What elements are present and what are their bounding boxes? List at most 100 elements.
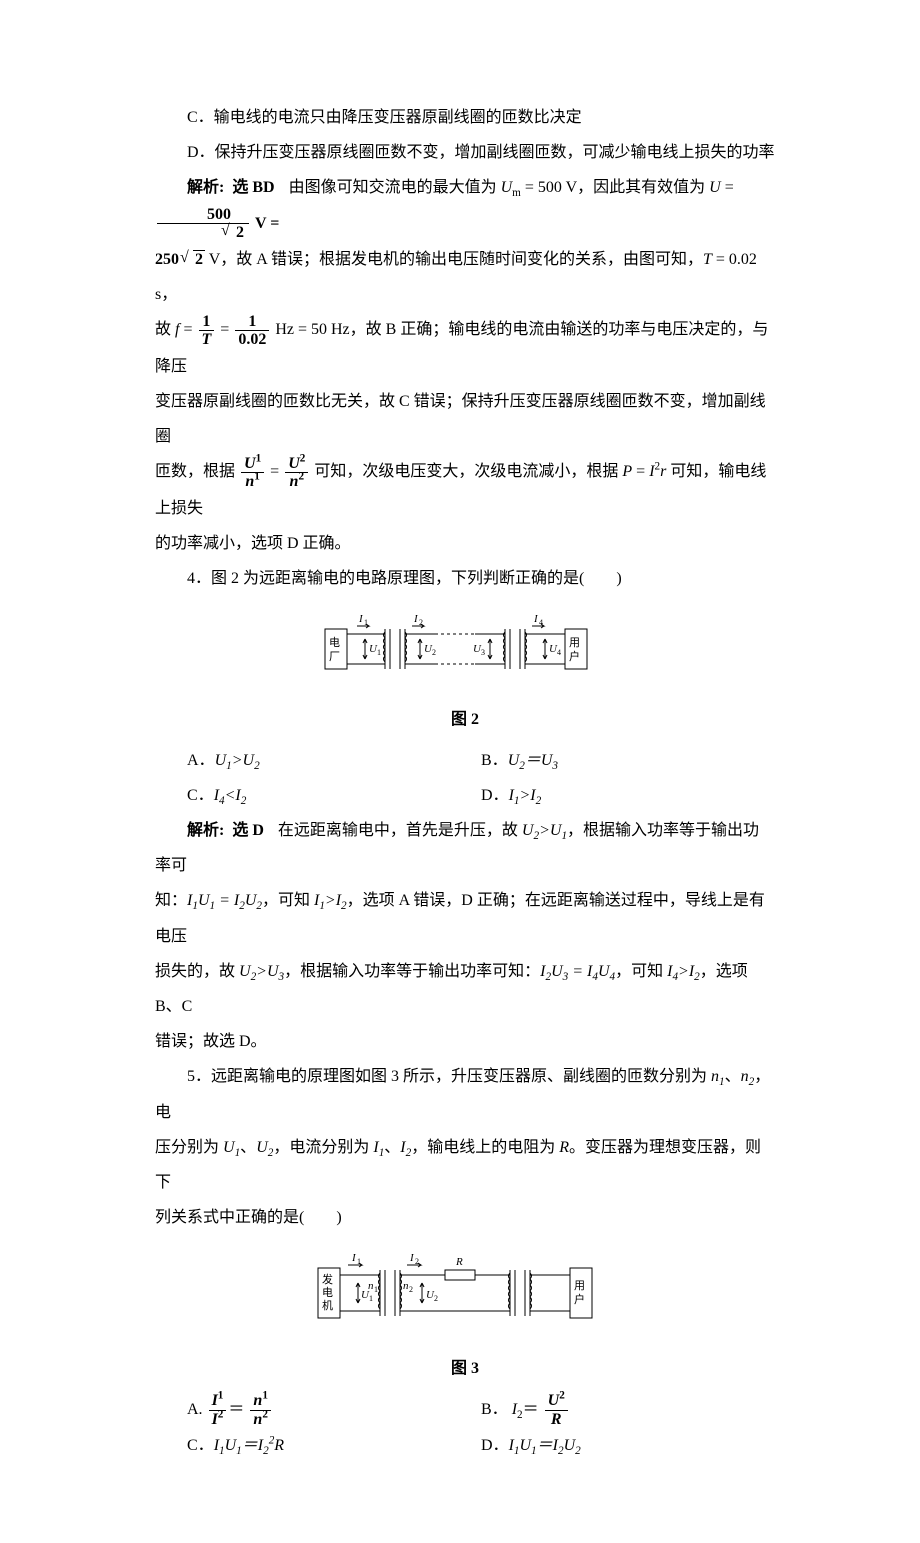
text: = 500 V，因此其有效值为 <box>521 179 709 196</box>
figure-3: 发电机 用户 I1 I2 R n1 n2 U1 U2 <box>155 1243 775 1346</box>
text: = <box>632 463 649 480</box>
solution-1-line1: 解析: 选 BD 由图像可知交流电的最大值为 Um = 500 V，因此其有效值… <box>155 170 775 242</box>
svg-text:1: 1 <box>377 648 381 657</box>
fraction-1-t: 1 T <box>199 313 215 349</box>
denominator: 2 <box>157 223 249 242</box>
numerator: 500 <box>157 206 249 224</box>
q5-opt-d-label: D． <box>481 1437 509 1454</box>
q4-opt-d-label: D． <box>481 787 509 804</box>
text: 在远距离输电中，首先是升压，故 <box>278 822 522 839</box>
q4-opt-c-label: C． <box>187 787 214 804</box>
label-plant: 电 <box>329 636 340 649</box>
q4-opt-a-text: U1>U2 <box>215 752 260 769</box>
denominator: n2 <box>285 472 308 491</box>
denominator: 0.02 <box>235 330 269 349</box>
q4-options-row1: A．U1>U2 B．U2＝U3 <box>155 743 775 778</box>
numerator: U1 <box>241 455 264 473</box>
text: = <box>220 321 233 338</box>
q5-stem: 5．远距离输电的原理图如图 3 所示，升压变压器原、副线圈的匝数分别为 n1、n… <box>155 1059 775 1129</box>
sqrt-2: 2 <box>183 242 205 277</box>
solution-1-line3: 故 f = 1 T = 1 0.02 Hz = 50 Hz，故 B 正确；输电线… <box>155 312 775 384</box>
solution-answer: 选 BD <box>232 179 274 196</box>
svg-text:2: 2 <box>409 1285 413 1294</box>
transmission-diagram-3: 发电机 用户 I1 I2 R n1 n2 U1 U2 <box>310 1243 620 1333</box>
text: 由图像可知交流电的最大值为 <box>289 179 501 196</box>
q5-opt-a-label: A. <box>187 1401 203 1418</box>
q5-opt-d-text: I1U1＝I2U2 <box>509 1437 581 1454</box>
fraction-n1-n2: n1 n2 <box>250 1392 271 1428</box>
q5-stem-3: 列关系式中正确的是( ) <box>155 1200 775 1235</box>
var-u: U <box>501 179 513 196</box>
q4-solution-line2: 知：I1U1 = I2U2，可知 I1>I2，选项 A 错误，D 正确；在远距离… <box>155 883 775 953</box>
text: U2>U1 <box>522 822 567 839</box>
q4-solution-line1: 解析: 选 D 在远距离输电中，首先是升压，故 U2>U1，根据输入功率等于输出… <box>155 813 775 883</box>
solution-1-line6: 的功率减小，选项 D 正确。 <box>155 526 775 561</box>
svg-text:1: 1 <box>357 1257 361 1266</box>
figure-2-caption: 图 2 <box>155 702 775 737</box>
fraction-u2-n2: U2 n2 <box>285 455 308 491</box>
label-user2: 户 <box>569 649 580 663</box>
q4-opt-a-label: A． <box>187 752 215 769</box>
option-d: D．保持升压变压器原线圈匝数不变，增加副线圈匝数，可减少输电线上损失的功率 <box>155 135 775 170</box>
fraction-1-002: 1 0.02 <box>235 313 269 349</box>
text: = <box>179 321 196 338</box>
svg-text:3: 3 <box>481 648 485 657</box>
svg-text:用: 用 <box>574 1280 585 1292</box>
solution-1-line2: 250 2 V，故 A 错误；根据发电机的输出电压随时间变化的关系，由图可知，T… <box>155 242 775 312</box>
svg-text:1: 1 <box>374 1285 378 1294</box>
sub-m: m <box>512 188 521 200</box>
solution-label: 解析: <box>187 822 224 839</box>
q5-opt-b-label: B． <box>481 1401 508 1418</box>
q4-stem: 4．图 2 为远距离输电的电路原理图，下列判断正确的是( ) <box>155 561 775 596</box>
solution-label: 解析: <box>187 179 224 196</box>
figure-3-caption: 图 3 <box>155 1351 775 1386</box>
q5-options-row2: C．I1U1＝I22R D．I1U1＝I2U2 <box>155 1428 775 1463</box>
svg-text:2: 2 <box>419 618 423 627</box>
text: 故 <box>155 321 175 338</box>
eq: ＝ <box>523 1401 539 1418</box>
svg-text:机: 机 <box>322 1298 333 1312</box>
solution-1-line5: 匝数，根据 U1 n1 = U2 n2 可知，次级电压变大，次级电流减小，根据 … <box>155 454 775 526</box>
svg-text:户: 户 <box>574 1292 585 1306</box>
text: V = <box>255 215 279 232</box>
var-p: P <box>622 463 632 480</box>
fraction-u2-r: U2 R <box>545 1392 568 1428</box>
svg-text:电: 电 <box>322 1286 333 1299</box>
transmission-diagram-2: 电 厂 用 户 I1 I2 I4 U1 U2 U3 U4 <box>315 604 615 684</box>
q4-options-row2: C．I4<I2 D．I1>I2 <box>155 778 775 813</box>
text: = <box>270 463 283 480</box>
svg-text:4: 4 <box>539 618 543 627</box>
denominator: T <box>199 330 215 349</box>
q5-options-row1: A. I1 I2 ＝ n1 n2 B． I2＝ U2 R <box>155 1392 775 1428</box>
numerator: 1 <box>235 313 269 331</box>
text: 匝数，根据 <box>155 463 235 480</box>
solution-answer: 选 D <box>232 822 264 839</box>
q5-opt-c-text: I1U1＝I22R <box>214 1437 284 1454</box>
q4-opt-d-text: I1>I2 <box>509 787 542 804</box>
solution-1-line4: 变压器原副线圈的匝数比无关，故 C 错误；保持升压变压器原线圈匝数不变，增加副线… <box>155 384 775 454</box>
svg-text:1: 1 <box>364 618 368 627</box>
svg-text:R: R <box>455 1256 463 1268</box>
svg-text:2: 2 <box>415 1257 419 1266</box>
q4-opt-c-text: I4<I2 <box>214 787 247 804</box>
q4-opt-b-text: U2＝U3 <box>508 752 558 769</box>
numerator: 1 <box>199 313 215 331</box>
text: 250 <box>155 251 183 268</box>
text: 可知，次级电压变大，次级电流减小，根据 <box>314 463 622 480</box>
q4-solution-line3: 损失的，故 U2>U3，根据输入功率等于输出功率可知：I2U3 = I4U4，可… <box>155 954 775 1024</box>
fraction-500-sqrt2: 500 2 <box>157 206 249 242</box>
label-plant2: 厂 <box>329 651 340 663</box>
fraction-u1-n1: U1 n1 <box>241 455 264 491</box>
fraction-i1-i2: I1 I2 <box>209 1392 227 1428</box>
text: V，故 A 错误；根据发电机的输出电压随时间变化的关系，由图可知， <box>205 251 703 268</box>
q4-opt-b-label: B． <box>481 752 508 769</box>
q5-opt-c-label: C． <box>187 1437 214 1454</box>
denominator: n1 <box>241 472 264 491</box>
svg-text:发: 发 <box>322 1272 333 1286</box>
q4-solution-line4: 错误；故选 D。 <box>155 1024 775 1059</box>
option-c: C．输电线的电流只由降压变压器原副线圈的匝数比决定 <box>155 100 775 135</box>
svg-text:2: 2 <box>432 648 436 657</box>
eq: ＝ <box>228 1401 244 1418</box>
svg-text:4: 4 <box>557 648 561 657</box>
figure-2: 电 厂 用 户 I1 I2 I4 U1 U2 U3 U4 <box>155 604 775 697</box>
